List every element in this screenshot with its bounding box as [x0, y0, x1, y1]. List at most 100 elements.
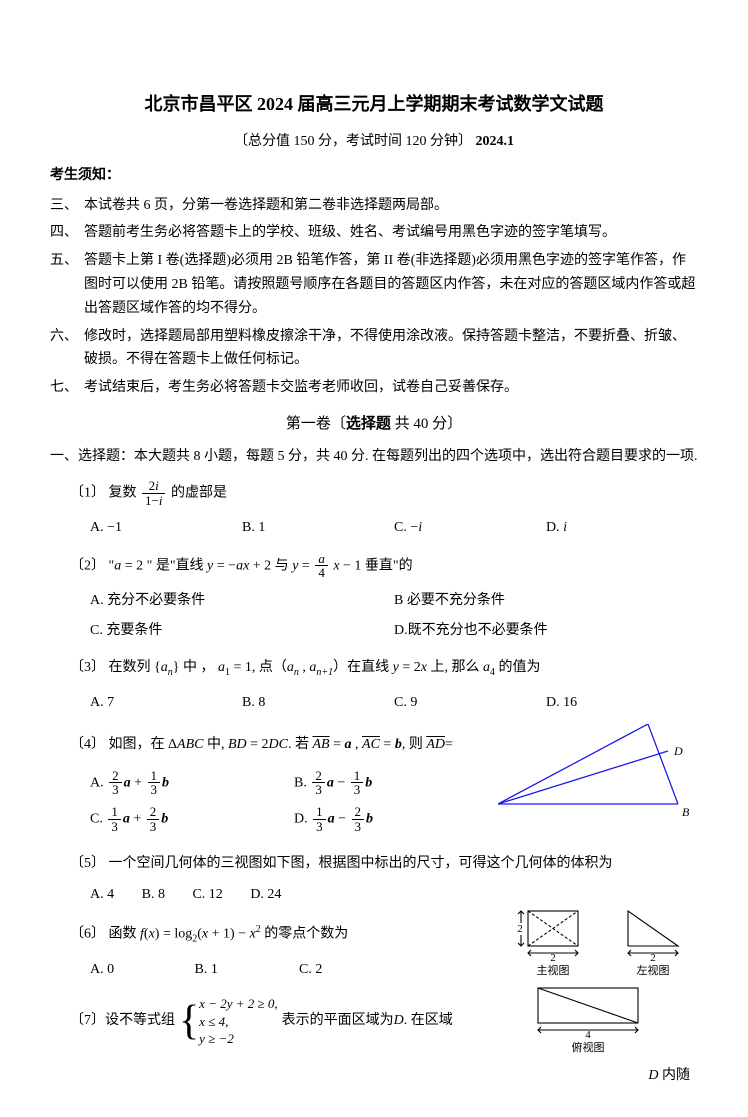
question-4: 〔4〕 如图，在 ΔABC 中, BD = 2DC. 若 AB = a , AC…	[70, 732, 498, 759]
q3-txt: 在数列 {	[109, 660, 161, 675]
q3-options: A. 7 B. 8 C. 9 D. 16	[90, 688, 698, 718]
instruction-num: 六、	[50, 325, 78, 373]
q1-frac: 2i 1−i	[142, 479, 165, 507]
q5-opt-c: C. 12	[192, 887, 222, 902]
part1-title: 第一卷〔选择题 共 40 分〕	[50, 412, 698, 436]
q1-opt-d-var: i	[563, 520, 567, 535]
q2-num: 〔2〕	[70, 558, 105, 573]
instruction-num: 三、	[50, 194, 78, 218]
notice-header: 考生须知：	[50, 165, 698, 187]
q4-txt: 如图，在 Δ	[109, 737, 178, 752]
section1-intro: 一、选择题：本大题共 8 小题，每题 5 分，共 40 分. 在每题列出的四个选…	[50, 444, 698, 469]
svg-text:4: 4	[585, 1029, 591, 1041]
svg-text:C: C	[652, 724, 661, 725]
doc-subtitle: 〔总分值 150 分，考试时间 120 分钟〕 2024.1	[50, 131, 698, 153]
q3-var: a	[218, 660, 225, 675]
q4-txt: ,	[352, 737, 363, 752]
q6-txt: ) = log	[155, 927, 192, 942]
q3-opt-d: D. 16	[546, 688, 698, 718]
q2-options: A. 充分不必要条件 B 必要不充分条件 C. 充要条件 D.既不充分也不必要条…	[90, 586, 698, 647]
q4-opt: A. 23a + 13b	[90, 765, 294, 801]
q4-txt: =	[330, 737, 345, 752]
question-2: 〔2〕 "a = 2 " 是"直线 y = −ax + 2 与 y = a 4 …	[70, 552, 698, 580]
instruction-row: 七、 考试结束后，考生务必将答题卡交监考老师收回，试卷自己妥善保存。	[50, 376, 698, 400]
triangle-figure: ABCD	[498, 724, 698, 832]
q2-txt: + 2 与	[249, 558, 292, 573]
q4-var: BD	[228, 737, 247, 752]
svg-text:左视图: 左视图	[637, 963, 670, 977]
q7-system: { x − 2y + 2 ≥ 0, x ≤ 4, y ≥ −2	[179, 993, 278, 1050]
q3-var: a	[287, 660, 294, 675]
q4-var: DC	[269, 737, 288, 752]
instruction-text: 本试卷共 6 页，分第一卷选择题和第二卷非选择题两局部。	[84, 194, 698, 218]
svg-text:主视图: 主视图	[537, 963, 570, 977]
q3-txt: = 2	[399, 660, 421, 675]
q3-sub: n+1	[316, 667, 333, 678]
q1-stem-a: 复数	[109, 486, 137, 501]
q4-var: b	[395, 737, 402, 752]
q1-opt-a: A. −1	[90, 513, 242, 543]
q3-opt-b: B. 8	[242, 688, 394, 718]
q3-txt: } 中 ，	[173, 660, 218, 675]
instruction-row: 四、 答题前考生务必将答题卡上的学校、班级、姓名、考试编号用黑色字迹的签字笔填写…	[50, 221, 698, 245]
q7-var-d: D	[648, 1068, 658, 1083]
brace-icon: {	[179, 993, 199, 1050]
three-views-figure: 22主视图2左视图4俯视图 D 内随	[508, 906, 698, 1087]
q2-txt: = −	[213, 558, 236, 573]
q5-opt-a: A. 4	[90, 887, 114, 902]
svg-text:2: 2	[517, 923, 523, 935]
q3-txt: ）在直线	[333, 660, 393, 675]
triangle-svg: ABCD	[498, 724, 698, 824]
instruction-row: 五、 答题卡上第 I 卷(选择题)必须用 2B 铅笔作答，第 II 卷(非选择题…	[50, 249, 698, 320]
q4-var: AB	[313, 737, 330, 752]
q3-opt-c: C. 9	[394, 688, 546, 718]
q4-num: 〔4〕	[70, 737, 105, 752]
question-6-row: 〔6〕 函数 f(x) = log2(x + 1) − x2 的零点个数为 A.…	[50, 912, 698, 1087]
q7-txt: 内随	[662, 1068, 690, 1083]
q4-var: AC	[362, 737, 380, 752]
q2-frac-den: 4	[315, 566, 328, 580]
q3-txt: 的值为	[495, 660, 541, 675]
q2-opt-b: B 必要不充分条件	[394, 586, 698, 616]
q4-txt: . 若	[288, 737, 313, 752]
q7-sys-line: y ≥ −2	[199, 1030, 277, 1048]
svg-text:B: B	[682, 805, 690, 819]
instruction-num: 五、	[50, 249, 78, 320]
q6-txt: 函数	[109, 927, 141, 942]
question-4-row: 〔4〕 如图，在 ΔABC 中, BD = 2DC. 若 AB = a , AC…	[50, 724, 698, 843]
instruction-num: 四、	[50, 221, 78, 245]
q1-num: 〔1〕	[70, 486, 105, 501]
q1-options: A. −1 B. 1 C. −i D. i	[90, 513, 698, 543]
q6-num: 〔6〕	[70, 927, 105, 942]
part1-title-b: 选择题	[346, 416, 391, 432]
q4-var: AD	[426, 737, 445, 752]
q2-txt: = 2 " 是"直线	[121, 558, 207, 573]
q6-options: A. 0 B. 1 C. 2	[90, 955, 508, 985]
part1-title-a: 第一卷〔	[286, 416, 346, 432]
q3-opt-a: A. 7	[90, 688, 242, 718]
q6-opt-a: A. 0	[90, 955, 195, 985]
doc-title: 北京市昌平区 2024 届高三元月上学期期末考试数学文试题	[50, 90, 698, 119]
q4-txt: 中,	[203, 737, 228, 752]
q1-opt-c-var: i	[418, 520, 422, 535]
q4-txt: , 则	[402, 737, 427, 752]
instruction-text: 修改时，选择题局部用塑料橡皮擦涂干净，不得使用涂改液。保持答题卡整洁，不要折叠、…	[84, 325, 698, 373]
q3-var: a	[483, 660, 490, 675]
q3-num: 〔3〕	[70, 660, 105, 675]
svg-text:2: 2	[550, 952, 556, 964]
q1-frac-num-var: i	[155, 478, 159, 493]
q4-opt: B. 23a − 13b	[294, 765, 498, 801]
q3-txt: ,	[299, 660, 310, 675]
question-3: 〔3〕 在数列 {an} 中 ， a1 = 1, 点（an , an+1）在直线…	[70, 655, 698, 682]
q4-txt: = 2	[247, 737, 269, 752]
svg-text:2: 2	[650, 952, 656, 964]
part1-title-c: 共 40 分〕	[391, 416, 462, 432]
q7-sys-line: x − 2y + 2 ≥ 0,	[199, 995, 277, 1013]
q4-txt: =	[380, 737, 395, 752]
instruction-text: 答题卡上第 I 卷(选择题)必须用 2B 铅笔作答，第 II 卷(非选择题)必须…	[84, 249, 698, 320]
instruction-row: 六、 修改时，选择题局部用塑料橡皮擦涂干净，不得使用涂改液。保持答题卡整洁，不要…	[50, 325, 698, 373]
q4-opt: D. 13a − 23b	[294, 801, 498, 837]
q1-opt-d-txt: D.	[546, 520, 563, 535]
q5-opt-b: B. 8	[142, 887, 165, 902]
svg-text:俯视图: 俯视图	[572, 1040, 605, 1054]
